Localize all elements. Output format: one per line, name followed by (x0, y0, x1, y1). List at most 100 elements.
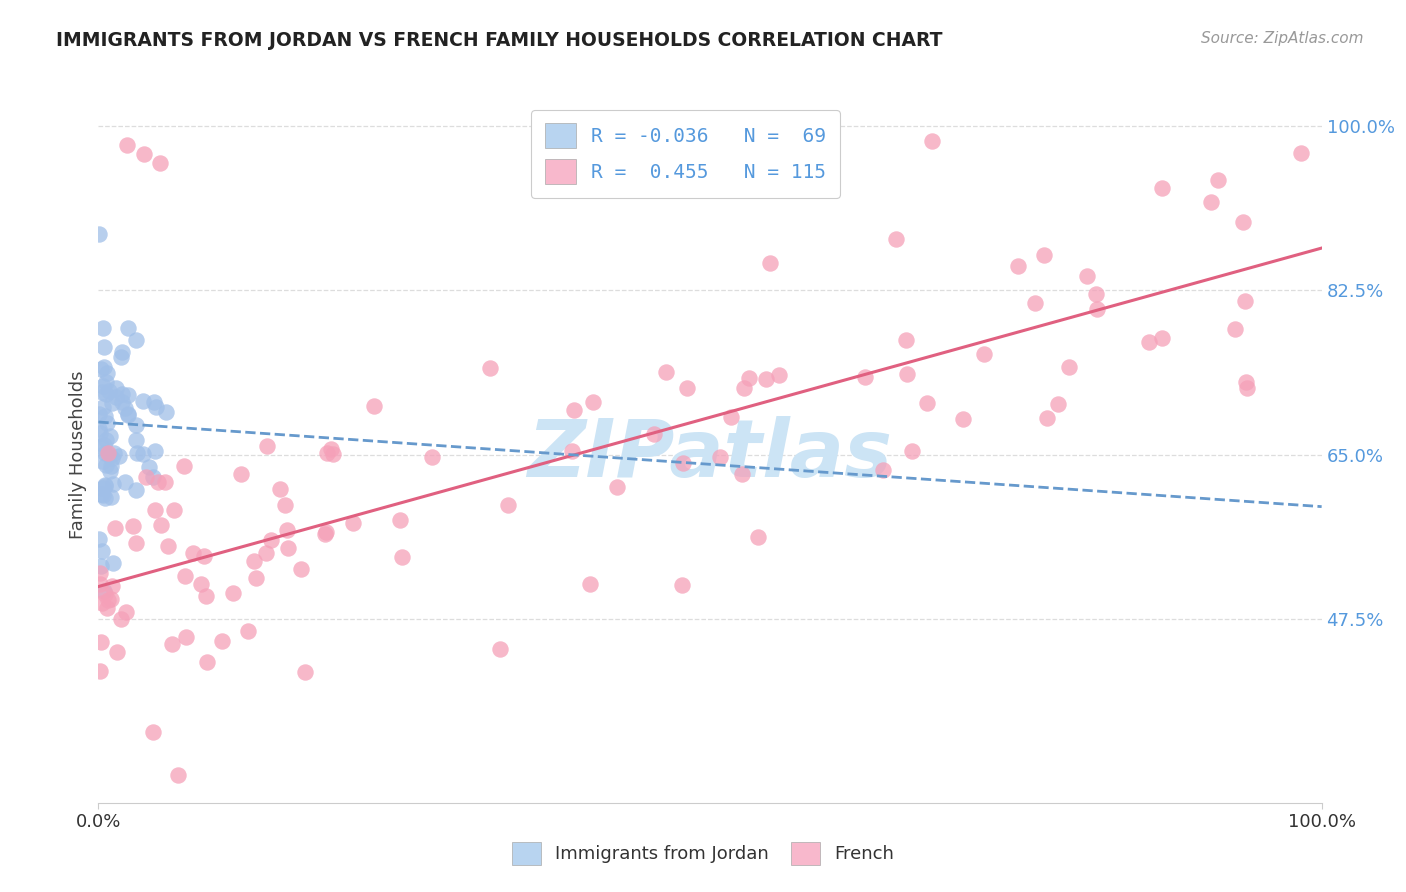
Point (243, 554, 266, 568)
Point (1085, 302, 1108, 317)
Point (105, 391, 128, 405)
Point (91, 596, 114, 610)
Point (96, 601, 118, 615)
Point (1024, 295, 1046, 310)
Point (117, 321, 139, 335)
Point (110, 612, 132, 626)
Point (720, 409, 742, 424)
Point (94, 446, 117, 460)
Point (87, 532, 110, 546)
Point (896, 333, 918, 347)
Point (1289, 145, 1312, 160)
Point (114, 401, 136, 416)
Point (138, 459, 160, 474)
Point (105, 381, 128, 395)
Point (91, 481, 114, 495)
Point (149, 156, 172, 170)
Point (274, 498, 297, 512)
Point (111, 394, 134, 409)
Point (93, 587, 115, 601)
Point (93, 341, 115, 355)
Point (89, 577, 111, 591)
Point (97, 384, 120, 398)
Point (135, 470, 157, 484)
Point (108, 449, 131, 463)
Point (747, 530, 769, 544)
Point (100, 491, 122, 505)
Point (315, 446, 337, 460)
Point (872, 463, 894, 477)
Point (173, 458, 195, 473)
Point (561, 443, 583, 458)
Point (125, 417, 148, 432)
Point (98, 448, 121, 462)
Point (90, 487, 112, 501)
Point (193, 549, 215, 563)
Point (211, 633, 233, 648)
Point (145, 400, 167, 414)
Point (229, 467, 252, 481)
Legend: R = -0.036   N =  69, R =  0.455   N = 115: R = -0.036 N = 69, R = 0.455 N = 115 (531, 110, 839, 198)
Point (94, 458, 117, 472)
Point (1206, 173, 1229, 187)
Point (173, 568, 195, 582)
Point (93, 359, 115, 374)
Point (314, 526, 336, 541)
Point (973, 347, 995, 361)
Point (103, 556, 125, 570)
Point (488, 642, 510, 657)
Point (342, 516, 364, 530)
Point (1199, 194, 1222, 209)
Point (562, 402, 585, 417)
Point (143, 502, 166, 516)
Text: Source: ZipAtlas.com: Source: ZipAtlas.com (1201, 31, 1364, 46)
Point (101, 580, 124, 594)
Point (730, 467, 752, 481)
Point (87, 407, 110, 421)
Point (195, 589, 218, 603)
Point (91, 400, 114, 414)
Point (1234, 375, 1257, 389)
Point (96, 366, 118, 380)
Point (104, 521, 127, 535)
Point (921, 134, 943, 148)
Point (222, 586, 245, 600)
Point (163, 503, 186, 517)
Point (90, 454, 112, 468)
Point (606, 480, 628, 494)
Point (582, 394, 605, 409)
Point (150, 517, 173, 532)
Point (100, 592, 122, 607)
Point (98, 464, 121, 478)
Point (97, 593, 120, 607)
Point (276, 523, 298, 537)
Point (111, 387, 134, 401)
Point (896, 367, 918, 381)
Point (90, 384, 112, 399)
Point (478, 361, 501, 376)
Point (125, 333, 148, 347)
Point (100, 459, 122, 474)
Point (260, 533, 283, 548)
Point (125, 434, 148, 448)
Point (1007, 259, 1029, 273)
Point (105, 645, 128, 659)
Point (1233, 293, 1256, 308)
Point (322, 447, 344, 461)
Point (643, 426, 665, 441)
Point (245, 571, 267, 585)
Point (155, 405, 177, 419)
Point (256, 439, 278, 453)
Point (155, 475, 177, 489)
Point (389, 513, 412, 527)
Point (96, 417, 118, 431)
Point (391, 549, 413, 564)
Point (101, 396, 124, 410)
Point (238, 624, 260, 638)
Point (117, 407, 139, 421)
Point (89, 425, 111, 440)
Point (733, 381, 755, 395)
Point (101, 451, 124, 466)
Point (111, 345, 134, 359)
Point (853, 369, 876, 384)
